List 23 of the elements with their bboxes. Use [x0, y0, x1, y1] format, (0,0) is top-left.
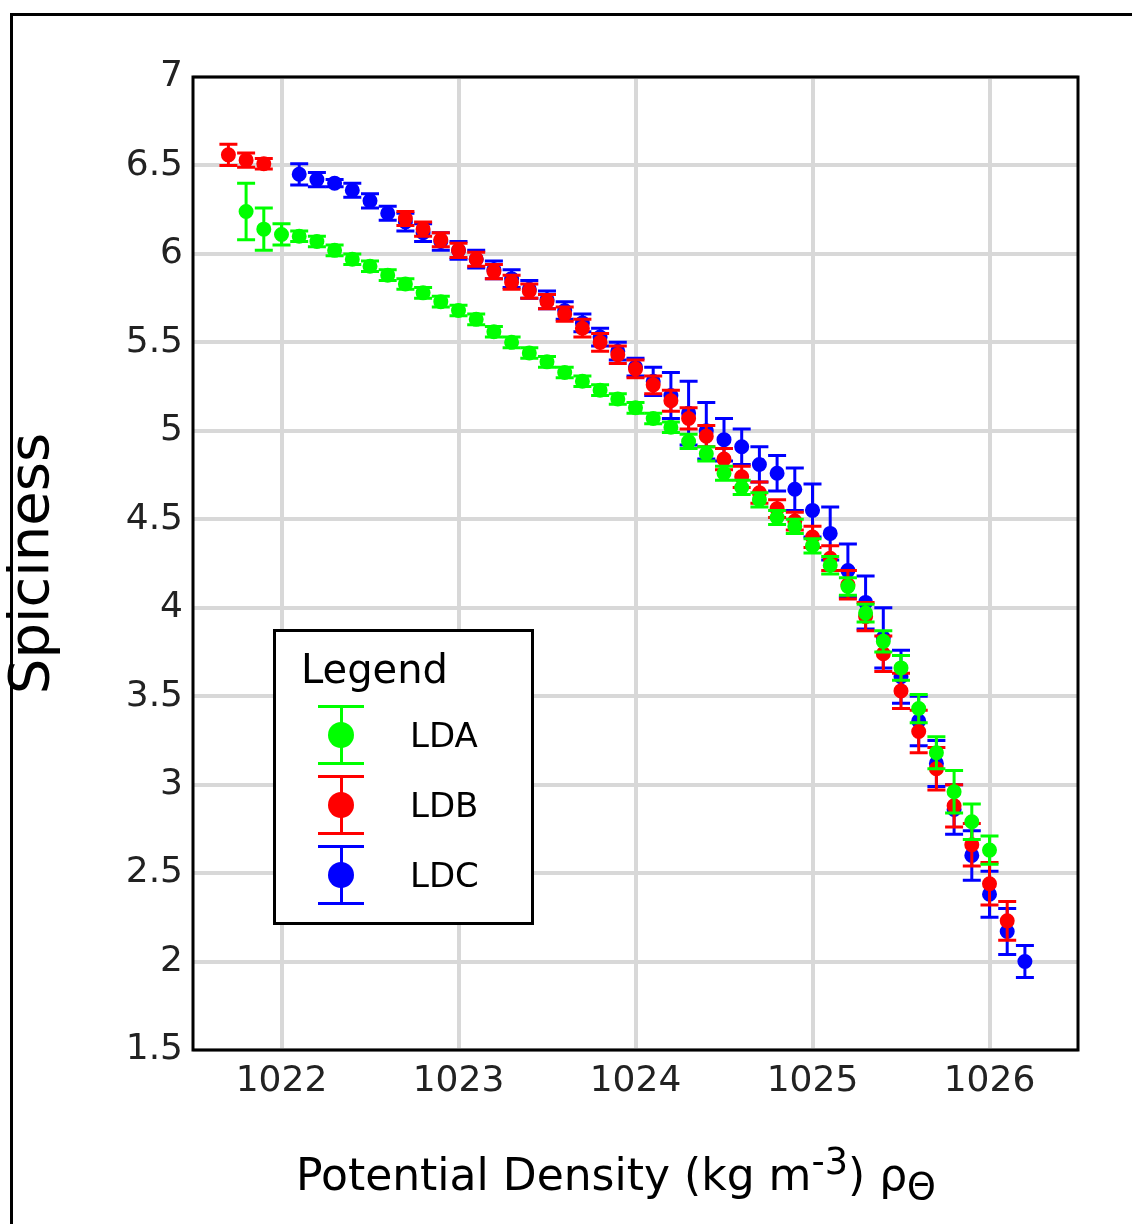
legend-label: LDC	[410, 855, 479, 895]
x-axis-title: Potential Density (kg m$^{-3}$) ρ$_{Θ}$	[296, 1140, 936, 1209]
y-tick-label: 1.5	[125, 1026, 183, 1068]
x-tick-label: 1024	[589, 1057, 682, 1099]
y-tick-label: 5.5	[125, 318, 183, 360]
y-tick-label: 2.5	[125, 849, 183, 891]
x-tick-label: 1022	[235, 1057, 328, 1099]
y-tick-label: 7	[160, 53, 183, 95]
y-tick-label: 2	[160, 937, 183, 979]
y-tick-label: 3	[160, 761, 183, 802]
y-tick-label: 3.5	[125, 672, 183, 714]
y-tick-label: 4.5	[125, 495, 183, 537]
legend-label: LDB	[410, 785, 479, 825]
y-axis-title: Spiciness	[0, 432, 62, 695]
y-tick-label: 6	[160, 230, 183, 272]
x-tick-label: 1025	[766, 1057, 859, 1099]
x-tick-label: 1026	[943, 1057, 1036, 1099]
x-tick-label: 1023	[412, 1057, 505, 1099]
y-tick-label: 5	[160, 407, 183, 449]
y-tick-label: 4	[160, 584, 183, 626]
legend-title: Legend	[300, 646, 449, 692]
y-tick-label: 6.5	[125, 141, 183, 183]
legend-label: LDA	[410, 715, 478, 755]
